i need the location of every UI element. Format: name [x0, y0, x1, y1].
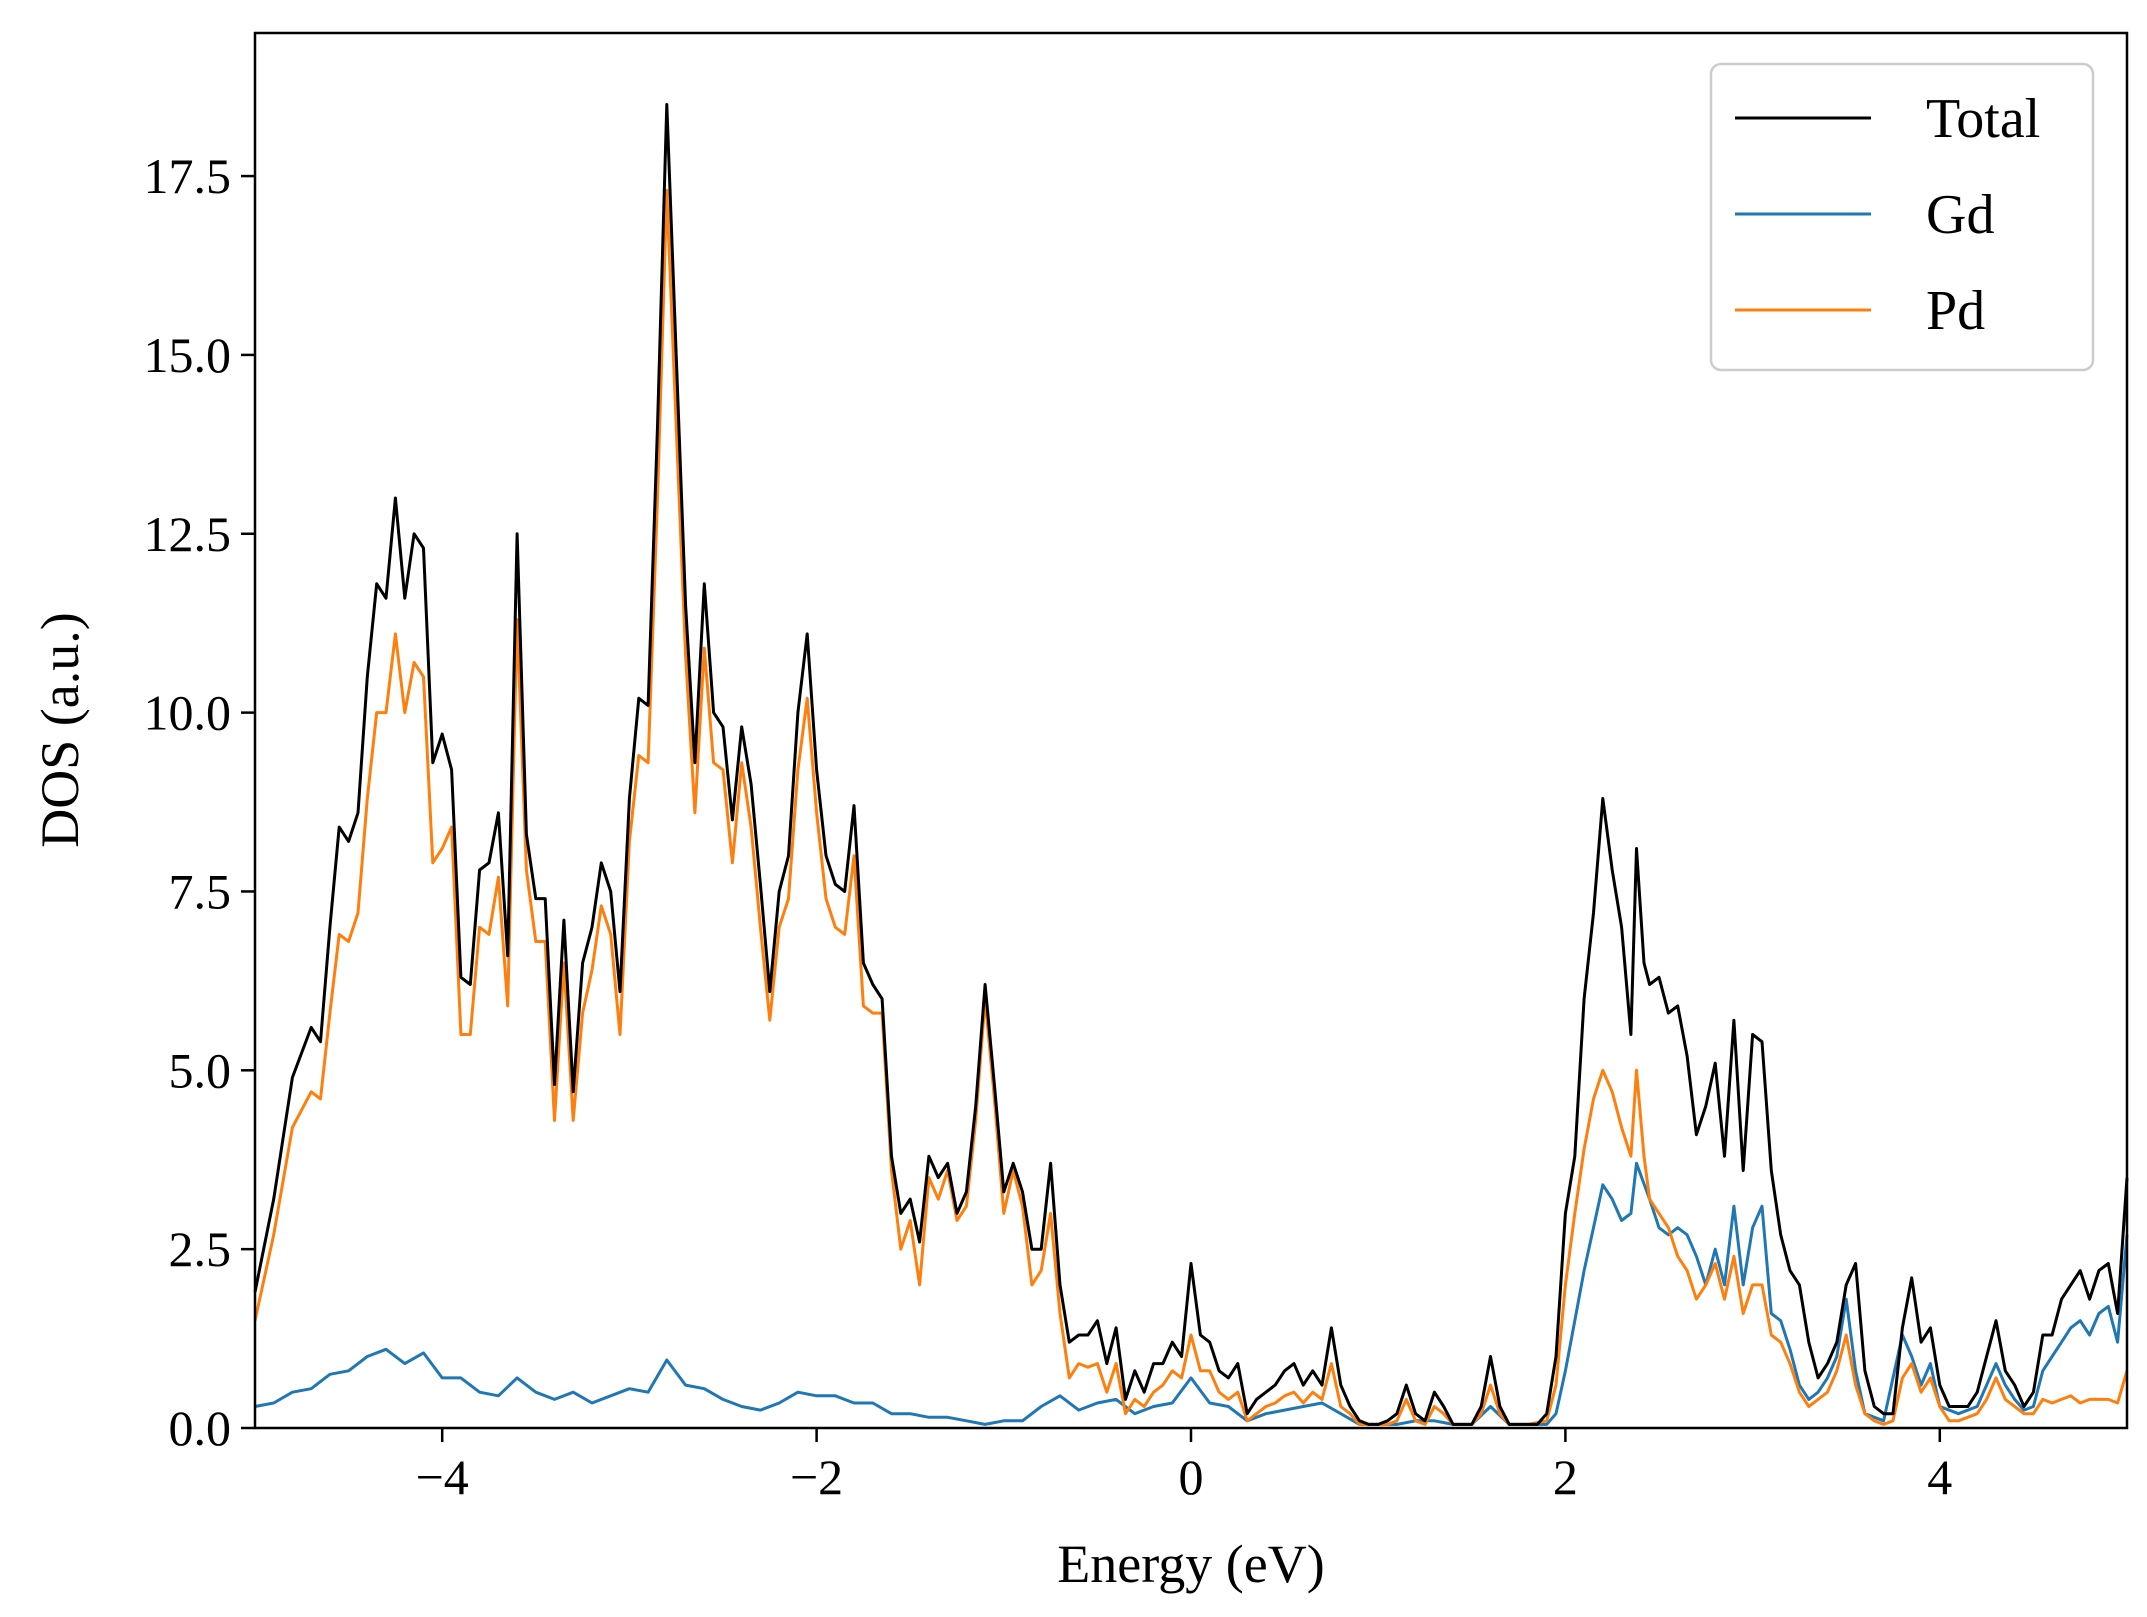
y-tick-label: 7.5	[169, 863, 232, 919]
plot-frame	[253, 31, 2129, 1430]
x-tick-label: 0	[1179, 1449, 1204, 1505]
x-tick-label: 4	[1927, 1449, 1952, 1505]
series-line-total	[253, 103, 2129, 1426]
legend: Total Gd Pd	[1709, 62, 2095, 372]
y-tick-label: 10.0	[144, 685, 232, 741]
legend-box	[1709, 62, 2095, 372]
y-tick-label: 17.5	[144, 148, 232, 204]
y-tick-label: 0.0	[169, 1400, 232, 1456]
x-axis-label: Energy (eV)	[1057, 1534, 1324, 1594]
y-tick-label: 5.0	[169, 1042, 232, 1098]
series-line-pd	[253, 188, 2129, 1426]
legend-label-gd: Gd	[1926, 184, 1994, 246]
y-axis-label: DOS (a.u.)	[30, 612, 90, 847]
x-tick-label: −4	[416, 1449, 469, 1505]
x-tick-label: 2	[1553, 1449, 1578, 1505]
series-layer	[253, 103, 2129, 1426]
y-tick-label: 15.0	[144, 327, 232, 383]
x-tick-label: −2	[790, 1449, 843, 1505]
legend-label-total: Total	[1926, 88, 2040, 150]
x-axis-ticks: −4 −2 0 2 4	[416, 1428, 1952, 1505]
y-tick-label: 12.5	[144, 506, 232, 562]
y-tick-label: 2.5	[169, 1221, 232, 1277]
legend-label-pd: Pd	[1926, 280, 1985, 342]
y-axis-ticks: 0.0 2.5 5.0 7.5 10.0 12.5 15.0 17.5	[144, 148, 255, 1456]
